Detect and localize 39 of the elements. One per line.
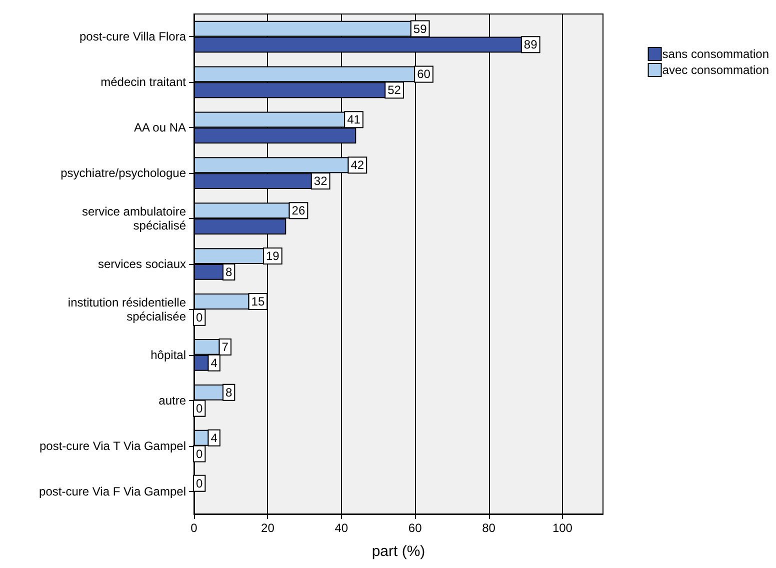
data-label: 59 (413, 22, 428, 36)
data-label: 0 (196, 476, 203, 490)
data-label: 15 (251, 294, 265, 308)
data-label: 4 (210, 356, 218, 370)
data-label: 19 (266, 249, 280, 264)
data-label: 8 (225, 385, 232, 400)
y-tick-label: post-cure Villa Flora (80, 30, 186, 44)
data-label: 32 (314, 174, 328, 188)
x-tick-label: 0 (190, 521, 198, 535)
x-axis-title: part (%) (372, 543, 426, 560)
data-label: 41 (347, 112, 361, 127)
data-label: 52 (388, 83, 402, 98)
y-tick-label: service ambulatoire spécialisé (82, 204, 186, 233)
data-label: 0 (196, 446, 203, 461)
x-tick-label: 80 (482, 521, 496, 535)
data-label: 4 (210, 430, 218, 445)
data-label: 26 (292, 204, 306, 218)
data-label: 42 (350, 158, 364, 172)
x-tick-label: 40 (334, 521, 348, 535)
data-label: 0 (196, 401, 203, 416)
y-tick-label: institution résidentielle spécialisée (68, 295, 186, 324)
data-label: 7 (222, 340, 229, 354)
data-label: 0 (196, 310, 203, 324)
data-label: 60 (417, 67, 431, 82)
y-tick-label: médecin traitant (100, 75, 187, 90)
legend-label: sans consommation (662, 47, 769, 61)
legend-label: avec consommation (662, 63, 769, 77)
y-tick-label: services sociaux (98, 257, 186, 271)
x-tick-label: 20 (261, 521, 275, 535)
data-label: 8 (225, 264, 232, 279)
x-tick-label: 60 (408, 521, 422, 535)
y-tick-label: post-cure Via F Via Gampel (39, 484, 186, 498)
y-tick-label: AA ou NA (134, 120, 186, 135)
y-tick-label: hôpital (150, 348, 186, 362)
data-label: 89 (524, 38, 538, 52)
y-tick-label: autre (158, 393, 186, 408)
y-tick-label: psychiatre/psychologue (60, 166, 186, 180)
x-tick-label: 100 (552, 521, 573, 535)
y-tick-label: post-cure Via T Via Gampel (39, 438, 186, 453)
